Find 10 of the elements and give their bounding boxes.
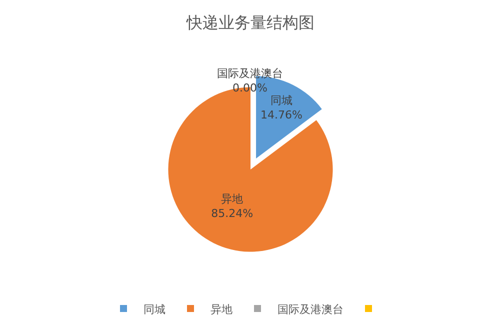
legend-label: 异地 bbox=[210, 302, 232, 316]
legend-label: 同城 bbox=[144, 302, 166, 316]
slice-label: 异地 bbox=[221, 192, 244, 206]
text: 0.00% bbox=[232, 81, 268, 94]
data-label: 14.76% bbox=[260, 108, 302, 122]
legend-label: 国际及港澳台 bbox=[278, 302, 344, 316]
chart-title: 快递业务量结构图 bbox=[186, 12, 314, 32]
slice-label: 同城 bbox=[270, 94, 292, 107]
category-label: 国际及港澳台 bbox=[217, 67, 283, 80]
data-label: 85.24% bbox=[211, 206, 254, 220]
